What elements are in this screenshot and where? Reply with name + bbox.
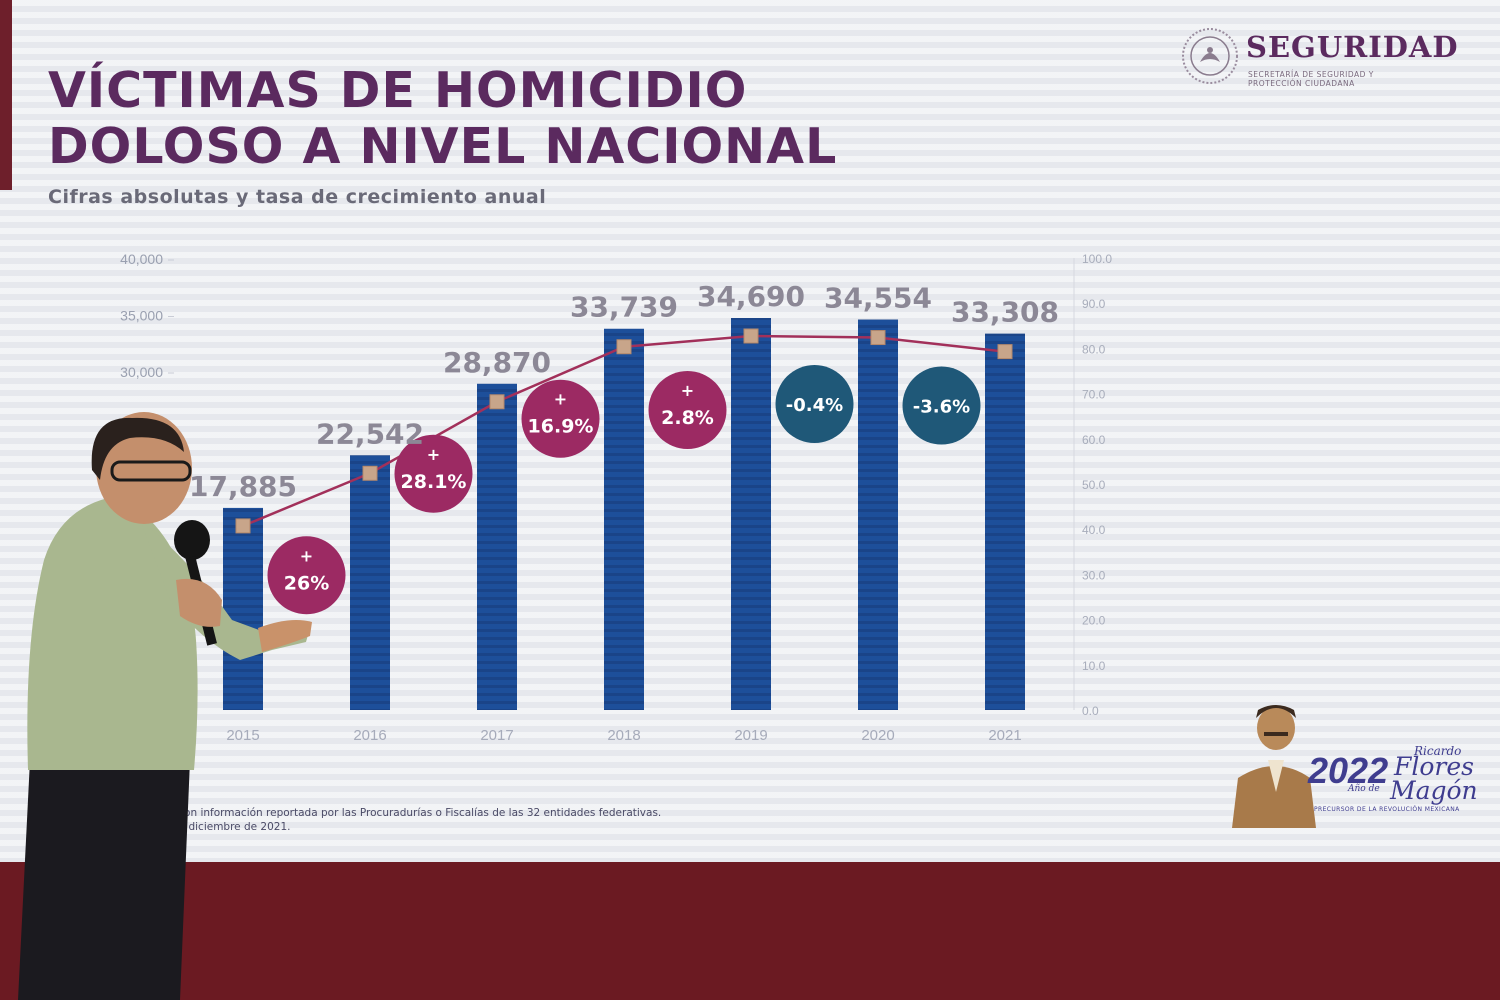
national-seal-icon: [1182, 28, 1238, 84]
slide-accent-strip: [0, 0, 12, 190]
bar-2017: [477, 383, 517, 710]
right-tick-label: 90.0: [1082, 297, 1106, 311]
category-label-2020: 2020: [861, 727, 894, 744]
category-label-2018: 2018: [607, 727, 640, 744]
badge-caption: PRECURSOR DE LA REVOLUCIÓN MEXICANA: [1314, 806, 1460, 813]
left-tick-label: 40,000: [120, 251, 163, 267]
line-marker-2019: [743, 328, 759, 344]
growth-label: 26%: [284, 572, 329, 594]
right-tick-label: 80.0: [1082, 342, 1106, 356]
right-tick-label: 100.0: [1082, 252, 1112, 266]
badge-surname-1: Flores: [1394, 752, 1474, 781]
growth-sign: +: [681, 381, 694, 400]
category-label-2015: 2015: [226, 727, 259, 744]
growth-bubble-2021: [902, 366, 981, 445]
growth-label: 28.1%: [401, 471, 467, 493]
growth-sign: +: [554, 390, 567, 409]
value-label-2016: 22,542: [316, 417, 424, 450]
left-tick-label: 30,000: [120, 364, 163, 380]
growth-label: -3.6%: [913, 397, 970, 418]
right-tick-label: 50.0: [1082, 478, 1106, 492]
growth-bubble-2019: [648, 371, 727, 450]
badge-surname-2: Magón: [1390, 776, 1478, 805]
line-marker-2020: [870, 330, 886, 346]
value-label-2021: 33,308: [951, 296, 1059, 329]
line-marker-2017: [489, 394, 505, 410]
bar-2021: [985, 333, 1025, 710]
line-marker-2021: [997, 344, 1013, 360]
line-marker-2016: [362, 465, 378, 481]
growth-bubble-2020: [775, 365, 854, 444]
bar-2018: [604, 328, 644, 710]
footnote-line-1: l con información reportada por las Proc…: [172, 807, 662, 819]
value-label-2015: 17,885: [189, 470, 297, 503]
value-label-2019: 34,690: [697, 280, 805, 313]
badge-first-name: Ricardo: [1414, 744, 1462, 758]
right-tick-label: 40.0: [1082, 523, 1106, 537]
growth-label: 2.8%: [661, 407, 714, 429]
badge-ano-de: Año de: [1348, 784, 1380, 794]
category-label-2016: 2016: [353, 727, 386, 744]
bar-2016: [350, 455, 390, 710]
bar-2019: [731, 318, 771, 710]
ricardo-flores-magon-badge: 2022 Ricardo Flores Año de Magón PRECURS…: [1218, 700, 1480, 830]
growth-bubble-2018: [521, 379, 600, 458]
growth-bubble-2017: [394, 434, 473, 513]
growth-label: 16.9%: [528, 416, 594, 438]
growth-sign: +: [427, 445, 440, 464]
right-tick-label: 60.0: [1082, 433, 1106, 447]
bar-2015: [223, 507, 263, 710]
right-tick-label: 20.0: [1082, 614, 1106, 628]
right-tick-label: 30.0: [1082, 568, 1106, 582]
value-label-2020: 34,554: [824, 282, 932, 315]
right-tick-label: 0.0: [1082, 704, 1099, 718]
right-tick-label: 10.0: [1082, 659, 1106, 673]
right-tick-label: 70.0: [1082, 388, 1106, 402]
category-label-2021: 2021: [988, 727, 1021, 744]
portrait-illustration-icon: [1232, 705, 1316, 828]
badge-year: 2022: [1308, 750, 1389, 791]
value-label-2017: 28,870: [443, 346, 551, 379]
line-marker-2018: [616, 339, 632, 355]
slide-footnote: l con información reportada por las Proc…: [172, 806, 661, 834]
footnote-line-2: de diciembre de 2021.: [172, 821, 291, 833]
line-marker-2015: [235, 518, 251, 534]
growth-label: -0.4%: [786, 395, 843, 416]
slide-title-line-1: VÍCTIMAS DE HOMICIDIO: [48, 62, 748, 119]
category-label-2017: 2017: [480, 727, 513, 744]
logo-name: SEGURIDAD: [1246, 30, 1459, 64]
growth-sign: +: [300, 546, 313, 565]
bar-2020: [858, 319, 898, 710]
category-label-2019: 2019: [734, 727, 767, 744]
logo-subtitle: SECRETARÍA DE SEGURIDAD Y PROTECCIÓN CIU…: [1248, 70, 1374, 88]
slide-title-line-2: DOLOSO A NIVEL NACIONAL: [48, 118, 838, 175]
slide-subtitle: Cifras absolutas y tasa de crecimiento a…: [48, 186, 547, 208]
left-tick-label: 35,000: [120, 308, 163, 324]
value-label-2018: 33,739: [570, 291, 678, 324]
seguridad-logo: SEGURIDAD SECRETARÍA DE SEGURIDAD Y PROT…: [1180, 26, 1470, 92]
